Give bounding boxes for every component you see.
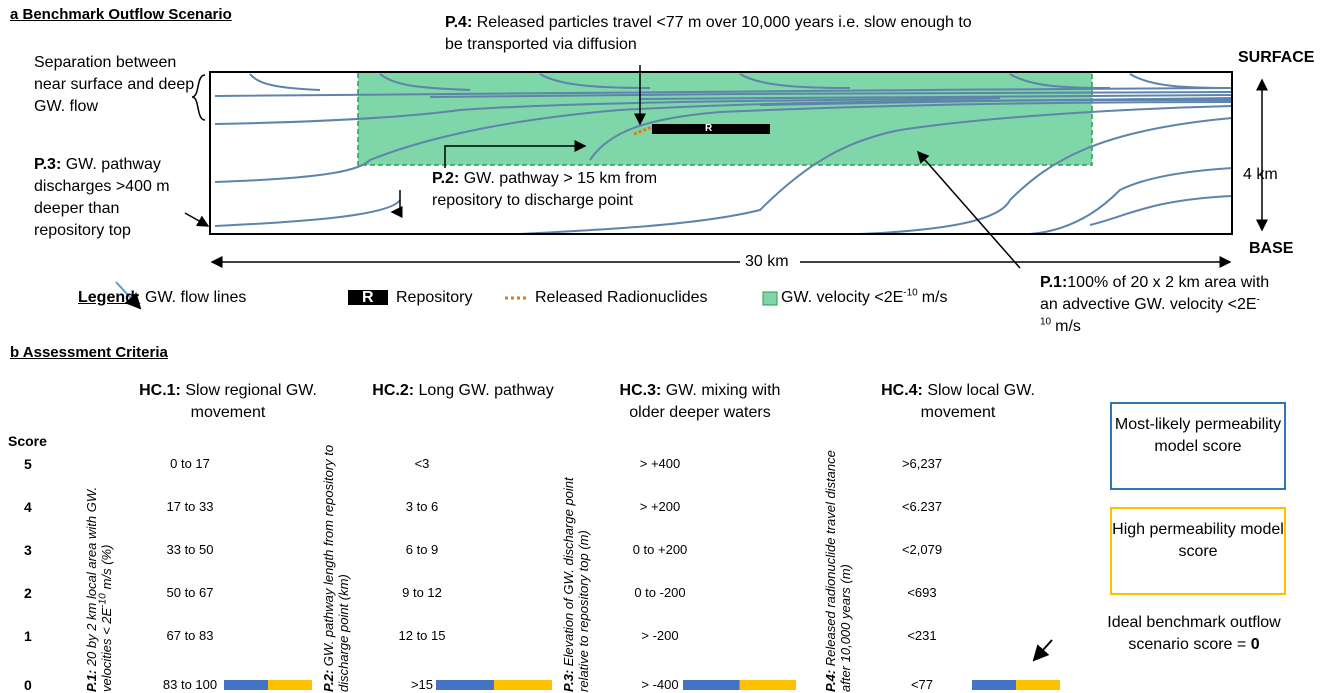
- score-bar-high: [268, 680, 312, 690]
- range: <6.237: [872, 499, 972, 514]
- panel-b-title: b Assessment Criteria: [10, 342, 168, 364]
- figure: a Benchmark Outflow Scenario P.4: Releas…: [0, 0, 1338, 693]
- annotation-p3: P.3: GW. pathway discharges >400 m deepe…: [34, 154, 194, 242]
- text: Elevation of GW. discharge point relativ…: [561, 477, 591, 692]
- ideal-legend: Ideal benchmark outflow scenario score =…: [1080, 612, 1308, 656]
- panel-a-title: a Benchmark Outflow Scenario: [10, 4, 232, 26]
- parameter-label: P.4: Released radionuclide travel distan…: [823, 434, 853, 692]
- label: HC.1:: [139, 382, 181, 399]
- range: <693: [872, 585, 972, 600]
- text: GW. pathway > 15 km from repository to d…: [432, 170, 657, 209]
- range: >6,237: [872, 456, 972, 471]
- range: 83 to 100: [140, 677, 240, 692]
- label: P.1:: [84, 670, 99, 692]
- range: 33 to 50: [140, 542, 240, 557]
- name: Slow local GW. movement: [921, 382, 1035, 421]
- label: P.1:: [1040, 274, 1067, 291]
- label: P.2:: [321, 670, 336, 692]
- base-label: BASE: [1249, 238, 1293, 260]
- criterion-header: HC.3: GW. mixing with older deeper water…: [600, 380, 800, 424]
- range: > -200: [610, 628, 710, 643]
- score-label: Score: [8, 430, 47, 452]
- label: HC.3:: [620, 382, 662, 399]
- most-likely-legend: Most-likely permeability model score: [1110, 402, 1286, 490]
- score-bar-high: [1016, 680, 1060, 690]
- criterion-header: HC.4: Slow local GW. movement: [858, 380, 1058, 424]
- label: P.3:: [34, 156, 61, 173]
- text: 100% of 20 x 2 km area with an advective…: [1040, 274, 1269, 313]
- name: Slow regional GW. movement: [185, 382, 317, 421]
- text: Released radionuclide travel distance af…: [823, 450, 853, 692]
- legend-title: Legend:: [78, 287, 140, 309]
- range: <2,079: [872, 542, 972, 557]
- high-legend: High permeability model score: [1110, 507, 1286, 595]
- parameter-label: P.3: Elevation of GW. discharge point re…: [561, 434, 591, 692]
- range: 0 to -200: [610, 585, 710, 600]
- unit: m/s: [922, 289, 948, 306]
- text: GW. velocity <2E: [781, 289, 903, 306]
- unit: m/s (%): [99, 545, 114, 590]
- score: 0: [1251, 636, 1260, 653]
- label: P.2:: [432, 170, 459, 187]
- score: 1: [24, 625, 32, 647]
- legend-velocity: GW. velocity <2E-10 m/s: [781, 287, 948, 309]
- score: 0: [24, 674, 32, 693]
- range: 0 to 17: [140, 456, 240, 471]
- legend-velocity-symbol: [763, 292, 777, 305]
- label: P.4:: [445, 14, 472, 31]
- range: 9 to 12: [372, 585, 472, 600]
- label: HC.2:: [372, 382, 414, 399]
- score-bar-high: [740, 680, 797, 690]
- text: 20 by 2 km local area with GW. velocitie…: [84, 487, 114, 692]
- range: 0 to +200: [610, 542, 710, 557]
- range: 67 to 83: [140, 628, 240, 643]
- unit: m/s: [1055, 318, 1081, 335]
- superscript: -10: [903, 288, 917, 299]
- text: Released particles travel <77 m over 10,…: [445, 14, 972, 53]
- range: > -400: [610, 677, 710, 692]
- label: P.4:: [823, 670, 838, 692]
- score: 5: [24, 453, 32, 475]
- annotation-separation: Separation between near surface and deep…: [34, 52, 204, 118]
- score-bar-most-likely: [972, 680, 1016, 690]
- label: P.3:: [561, 670, 576, 692]
- label: HC.4:: [881, 382, 923, 399]
- score: 2: [24, 582, 32, 604]
- name: Long GW. pathway: [419, 382, 554, 399]
- legend-repository: Repository: [396, 287, 472, 309]
- superscript: -10: [98, 593, 109, 607]
- range: 12 to 15: [372, 628, 472, 643]
- range: 6 to 9: [372, 542, 472, 557]
- text: GW. pathway length from repository to di…: [321, 445, 351, 692]
- arrow: [918, 152, 1020, 268]
- range: 17 to 33: [140, 499, 240, 514]
- annotation-p2: P.2: GW. pathway > 15 km from repository…: [432, 168, 702, 212]
- annotation-p4: P.4: Released particles travel <77 m ove…: [445, 12, 985, 56]
- surface-label: SURFACE: [1238, 47, 1314, 69]
- range: > +200: [610, 499, 710, 514]
- parameter-label: P.1: 20 by 2 km local area with GW. velo…: [84, 434, 114, 692]
- criterion-header: HC.2: Long GW. pathway: [363, 380, 563, 402]
- ideal-arrow: [1034, 640, 1052, 660]
- legend-flow-lines: GW. flow lines: [145, 287, 246, 309]
- score-bar-high: [494, 680, 552, 690]
- range: 50 to 67: [140, 585, 240, 600]
- score: 4: [24, 496, 32, 518]
- range: > +400: [610, 456, 710, 471]
- annotation-p1: P.1:100% of 20 x 2 km area with an advec…: [1040, 272, 1280, 338]
- range: <77: [872, 677, 972, 692]
- score: 3: [24, 539, 32, 561]
- criterion-header: HC.1: Slow regional GW. movement: [128, 380, 328, 424]
- parameter-label: P.2: GW. pathway length from repository …: [321, 434, 351, 692]
- legend-repository-badge: R: [362, 287, 374, 309]
- width-label: 30 km: [745, 251, 789, 273]
- range: <3: [372, 456, 472, 471]
- repository-label: R: [705, 119, 712, 139]
- depth-label: 4 km: [1243, 164, 1278, 186]
- range: <231: [872, 628, 972, 643]
- legend-radionuclides: Released Radionuclides: [535, 287, 708, 309]
- range: >15: [372, 677, 472, 692]
- low-velocity-zone: [358, 72, 1092, 165]
- range: 3 to 6: [372, 499, 472, 514]
